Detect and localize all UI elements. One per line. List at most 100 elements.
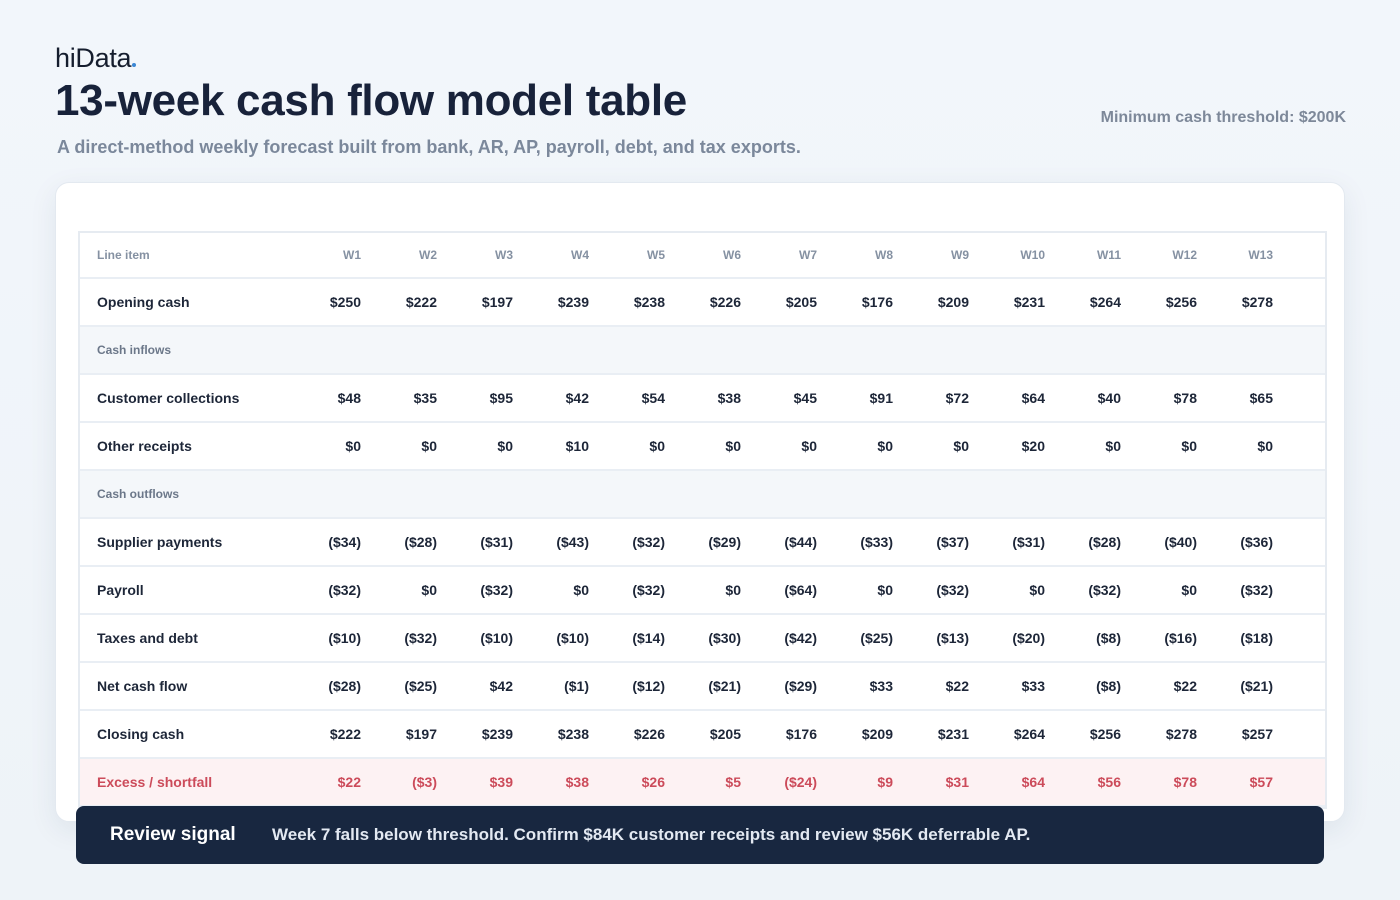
table-cell: ($32) [936, 582, 969, 598]
table-cell: ($32) [328, 582, 361, 598]
table-row-closing-cash[interactable]: Closing cash $222 $197 $239 $238 $226 $205 $176… [80, 711, 1325, 759]
table-row-supplier-payments[interactable]: Supplier payments ($34) ($28) ($31) ($43) ($3… [80, 519, 1325, 567]
table-cell: ($32) [1240, 582, 1273, 598]
section-label: Cash inflows [97, 343, 172, 357]
table-cell: $40 [1097, 390, 1121, 406]
row-label: Excess / shortfall [97, 774, 213, 790]
table-cell: $65 [1249, 390, 1273, 406]
table-cell: $95 [489, 390, 513, 406]
table-cell: $264 [1089, 294, 1121, 310]
table-cell: $57 [1249, 774, 1273, 790]
table-cell: $22 [337, 774, 361, 790]
review-signal-text: Week 7 falls below threshold. Confirm $8… [272, 825, 1031, 844]
table-cell: $176 [861, 294, 893, 310]
table-cell: $238 [633, 294, 665, 310]
page-subtitle: A direct-method weekly forecast built fr… [57, 137, 801, 157]
table-cell: ($43) [556, 534, 589, 550]
column-header-week[interactable]: W2 [419, 248, 437, 262]
table-cell: $0 [877, 582, 893, 598]
table-cell: $0 [421, 582, 437, 598]
table-cell: $0 [345, 438, 361, 454]
table-row-payroll[interactable]: Payroll ($32) $0 ($32) $0 ($32) $0 ($64) $0 ($32)… [80, 567, 1325, 615]
column-header-week[interactable]: W13 [1248, 248, 1273, 262]
table-cell: $45 [793, 390, 817, 406]
table-cell: $0 [1257, 438, 1273, 454]
table-cell: ($32) [480, 582, 513, 598]
table-card: Line item W1 W2 W3 W4 W5 W6 W7 W8 W9 W10 W11 W12 W13 O… [55, 182, 1345, 822]
table-cell: ($33) [860, 534, 893, 550]
table-cell: ($14) [632, 630, 665, 646]
table-cell: $0 [1181, 438, 1197, 454]
table-cell: ($44) [784, 534, 817, 550]
table-cell: $278 [1165, 726, 1197, 742]
table-row-taxes-and-debt[interactable]: Taxes and debt ($10) ($32) ($10) ($10) ($14) (… [80, 615, 1325, 663]
table-cell: ($29) [784, 678, 817, 694]
table-cell: $238 [557, 726, 589, 742]
table-cell: ($16) [1164, 630, 1197, 646]
table-cell: ($28) [404, 534, 437, 550]
cash-threshold-label: Minimum cash threshold: $200K [1100, 109, 1346, 126]
column-header-week[interactable]: W10 [1020, 248, 1045, 262]
table-cell: $22 [1173, 678, 1197, 694]
table-row-net-cash-flow[interactable]: Net cash flow ($28) ($25) $42 ($1) ($12) ($21)… [80, 663, 1325, 711]
table-row-opening-cash[interactable]: Opening cash $250 $222 $197 $239 $238 $226 $205… [80, 279, 1325, 327]
column-header-week[interactable]: W8 [875, 248, 893, 262]
column-header-week[interactable]: W1 [343, 248, 361, 262]
table-cell: ($18) [1240, 630, 1273, 646]
table-cell: $48 [337, 390, 361, 406]
table-cell: $250 [329, 294, 361, 310]
row-label: Taxes and debt [97, 630, 198, 646]
table-cell: $231 [937, 726, 969, 742]
table-cell: $42 [489, 678, 513, 694]
section-row-cash-outflows: Cash outflows [80, 471, 1325, 519]
column-header-line-item: Line item [97, 248, 150, 262]
table-cell: ($32) [632, 582, 665, 598]
column-header-week[interactable]: W12 [1172, 248, 1197, 262]
table-cell: $64 [1021, 774, 1045, 790]
table-cell: $209 [861, 726, 893, 742]
row-label: Opening cash [97, 294, 190, 310]
table-cell: ($31) [1012, 534, 1045, 550]
table-cell: $72 [945, 390, 969, 406]
column-header-week[interactable]: W3 [495, 248, 513, 262]
table-cell: ($32) [404, 630, 437, 646]
table-row-customer-collections[interactable]: Customer collections $48 $35 $95 $42 $54 $38 $4… [80, 375, 1325, 423]
table-cell: ($8) [1096, 630, 1121, 646]
table-cell: ($28) [328, 678, 361, 694]
table-cell: $9 [877, 774, 893, 790]
table-cell: $0 [497, 438, 513, 454]
table-cell: ($13) [936, 630, 969, 646]
table-cell: $38 [565, 774, 589, 790]
column-header-week[interactable]: W4 [571, 248, 589, 262]
table-cell: ($40) [1164, 534, 1197, 550]
column-header-week[interactable]: W6 [723, 248, 741, 262]
table-cell: $226 [633, 726, 665, 742]
table-row-excess-shortfall[interactable]: Excess / shortfall $22 ($3) $39 $38 $26 $5 ($24… [80, 759, 1325, 807]
table-cell: $22 [945, 678, 969, 694]
table-cell: $264 [1013, 726, 1045, 742]
table-cell: $56 [1097, 774, 1121, 790]
cash-flow-table: Line item W1 W2 W3 W4 W5 W6 W7 W8 W9 W10 W11 W12 W13 O… [78, 231, 1327, 809]
table-cell: $231 [1013, 294, 1045, 310]
table-row-other-receipts[interactable]: Other receipts $0 $0 $0 $10 $0 $0 $0 $0 $0 $20 $0 $0… [80, 423, 1325, 471]
column-header-week[interactable]: W11 [1096, 248, 1121, 262]
brand-logo[interactable]: hiData [55, 43, 137, 74]
table-cell: ($42) [784, 630, 817, 646]
column-header-week[interactable]: W7 [799, 248, 817, 262]
column-header-week[interactable]: W5 [647, 248, 665, 262]
column-header-week[interactable]: W9 [951, 248, 969, 262]
table-cell: $20 [1021, 438, 1045, 454]
table-cell: $42 [565, 390, 589, 406]
table-cell: $0 [1105, 438, 1121, 454]
table-cell: $64 [1021, 390, 1045, 406]
table-cell: ($20) [1012, 630, 1045, 646]
table-cell: $0 [725, 582, 741, 598]
table-cell: $78 [1173, 774, 1197, 790]
table-cell: $222 [329, 726, 361, 742]
table-cell: ($10) [480, 630, 513, 646]
section-label: Cash outflows [97, 487, 180, 501]
table-cell: ($36) [1240, 534, 1273, 550]
table-cell: ($25) [404, 678, 437, 694]
table-cell: $33 [869, 678, 893, 694]
row-label: Other receipts [97, 438, 192, 454]
